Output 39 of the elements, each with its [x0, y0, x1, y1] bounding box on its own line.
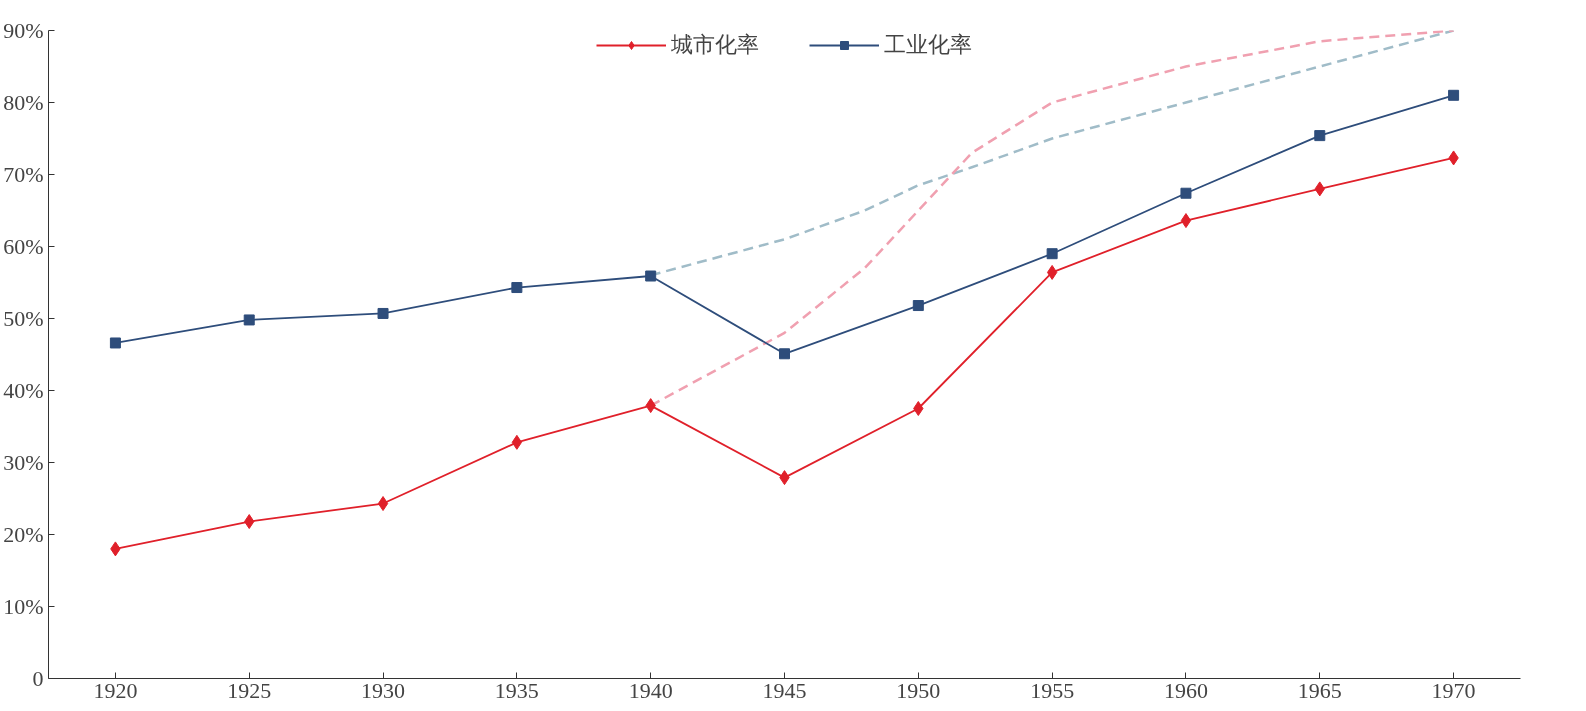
point [645, 270, 657, 282]
point [377, 307, 389, 319]
point [1180, 213, 1192, 229]
y-tick-label: 10% [3, 594, 44, 619]
x-tick-label: 1960 [1163, 677, 1208, 703]
x-tick-label: 1920 [93, 677, 138, 703]
x-tick-label: 1970 [1431, 677, 1476, 703]
point [912, 300, 924, 312]
x-tick-label: 1955 [1030, 677, 1075, 703]
point [377, 496, 389, 512]
x-tick-label: 1965 [1297, 677, 1342, 703]
x-tick-label: 1945 [762, 677, 807, 703]
legend-label: 工业化率 [884, 31, 972, 59]
x-tick-label: 1950 [896, 677, 941, 703]
point [243, 314, 255, 326]
y-tick-label: 80% [3, 90, 44, 115]
y-tick-label: 30% [3, 450, 44, 475]
y-tick-label: 90% [3, 18, 44, 43]
y-tick-label: 20% [3, 522, 44, 547]
y-tick-label: 50% [3, 306, 44, 331]
point [779, 348, 790, 360]
point [1314, 130, 1326, 142]
y-tick-label: 60% [3, 234, 44, 259]
y-tick-label: 40% [3, 378, 44, 403]
point [511, 282, 523, 294]
x-tick-label: 1930 [361, 677, 406, 703]
point [109, 337, 121, 349]
point [1448, 89, 1460, 101]
x-tick-label: 1940 [628, 677, 673, 703]
point [1046, 264, 1058, 280]
y-tick-label: 70% [3, 162, 44, 187]
point [511, 434, 523, 450]
point [913, 401, 924, 416]
x-tick-label: 1925 [227, 677, 272, 703]
legend-label: 城市化率 [671, 31, 759, 59]
point [1046, 248, 1058, 260]
x-tick-label: 1935 [494, 677, 539, 703]
y-tick-label: 0 [32, 666, 44, 691]
point [1180, 187, 1192, 199]
